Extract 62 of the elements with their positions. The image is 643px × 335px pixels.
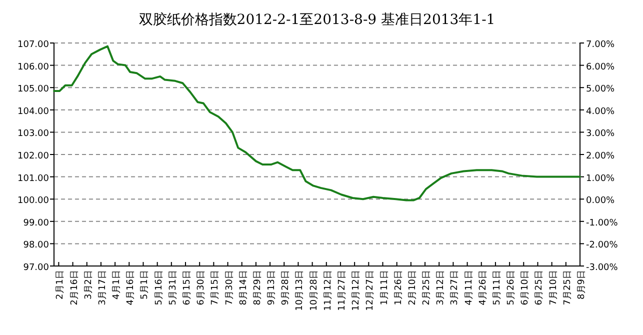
x-tick-label: 7月10日 xyxy=(548,270,559,306)
x-tick-label: 11月12日 xyxy=(323,270,334,311)
x-tick-label: 5月31日 xyxy=(168,270,178,306)
x-tick-label: 2月25日 xyxy=(422,270,432,306)
x-tick-label: 5月11日 xyxy=(492,270,502,306)
y2-tick-label: 1.00% xyxy=(586,174,616,184)
x-tick-label: 6月30日 xyxy=(196,270,207,306)
x-tick-label: 11月27日 xyxy=(337,270,348,311)
x-tick-label: 2月10日 xyxy=(408,270,418,306)
x-tick-label: 4月1日 xyxy=(112,270,122,300)
x-tick-label: 8月9日 xyxy=(577,270,587,300)
x-tick-label: 12月27日 xyxy=(366,270,376,311)
y-tick-label: 99.00 xyxy=(23,218,50,228)
y2-tick-label: 3.00% xyxy=(586,129,616,140)
y-tick-label: 101.00 xyxy=(18,174,50,184)
x-tick-label: 3月12日 xyxy=(436,270,446,306)
x-tick-label: 5月26日 xyxy=(506,270,517,306)
x-tick-label: 3月27日 xyxy=(450,270,460,306)
x-tick-label: 9月28日 xyxy=(281,270,292,306)
x-tick-label: 1月11日 xyxy=(380,270,390,306)
y2-tick-label: 0.00% xyxy=(586,196,616,206)
x-tick-label: 8月14日 xyxy=(238,270,249,306)
x-tick-label: 9月13日 xyxy=(267,270,278,306)
y2-tick-label: 2.00% xyxy=(586,152,616,162)
y2-tick-label: -1.00% xyxy=(586,218,618,228)
x-tick-label: 3月2日 xyxy=(84,270,94,300)
x-tick-label: 4月16日 xyxy=(126,270,136,306)
x-tick-label: 6月15日 xyxy=(182,270,192,306)
y2-tick-label: 5.00% xyxy=(586,84,616,95)
y2-tick-label: -3.00% xyxy=(586,263,618,273)
x-tick-label: 4月26日 xyxy=(478,270,488,306)
x-tick-label: 7月30日 xyxy=(224,270,235,306)
y-tick-label: 98.00 xyxy=(23,240,50,251)
x-tick-label: 8月29日 xyxy=(252,270,263,306)
y-tick-label: 107.00 xyxy=(18,40,50,50)
y2-tick-label: 7.00% xyxy=(586,40,616,50)
x-tick-label: 1月26日 xyxy=(394,270,404,306)
y-tick-label: 105.00 xyxy=(18,84,50,95)
x-tick-label: 12月12日 xyxy=(352,270,362,311)
y2-tick-label: 4.00% xyxy=(586,106,616,117)
y-tick-label: 104.00 xyxy=(18,106,50,117)
x-tick-label: 2月1日 xyxy=(56,270,66,300)
y-tick-label: 102.00 xyxy=(18,152,50,162)
chart-title: 双胶纸价格指数2012-2-1至2013-8-9 基准日2013年1-1 xyxy=(138,12,496,28)
x-tick-label: 6月10日 xyxy=(520,270,531,306)
x-tick-label: 2月16日 xyxy=(70,270,80,306)
x-tick-label: 10月13日 xyxy=(295,270,306,311)
y-tick-label: 103.00 xyxy=(18,129,50,140)
x-tick-label: 5月1日 xyxy=(140,270,150,300)
x-tick-label: 7月25日 xyxy=(562,270,573,306)
y-tick-label: 97.00 xyxy=(23,263,50,273)
line-series xyxy=(53,45,581,202)
y2-tick-label: 6.00% xyxy=(586,62,616,72)
y-tick-label: 100.00 xyxy=(18,196,50,206)
x-tick-label: 10月28日 xyxy=(309,270,320,311)
x-tick-label: 4月11日 xyxy=(464,270,474,306)
y2-tick-label: -2.00% xyxy=(586,240,618,251)
x-tick-label: 5月16日 xyxy=(154,270,164,306)
x-tick-label: 3月17日 xyxy=(98,270,108,306)
y-tick-label: 106.00 xyxy=(18,62,50,72)
x-tick-label: 6月25日 xyxy=(534,270,545,306)
x-tick-label: 7月15日 xyxy=(210,270,221,306)
